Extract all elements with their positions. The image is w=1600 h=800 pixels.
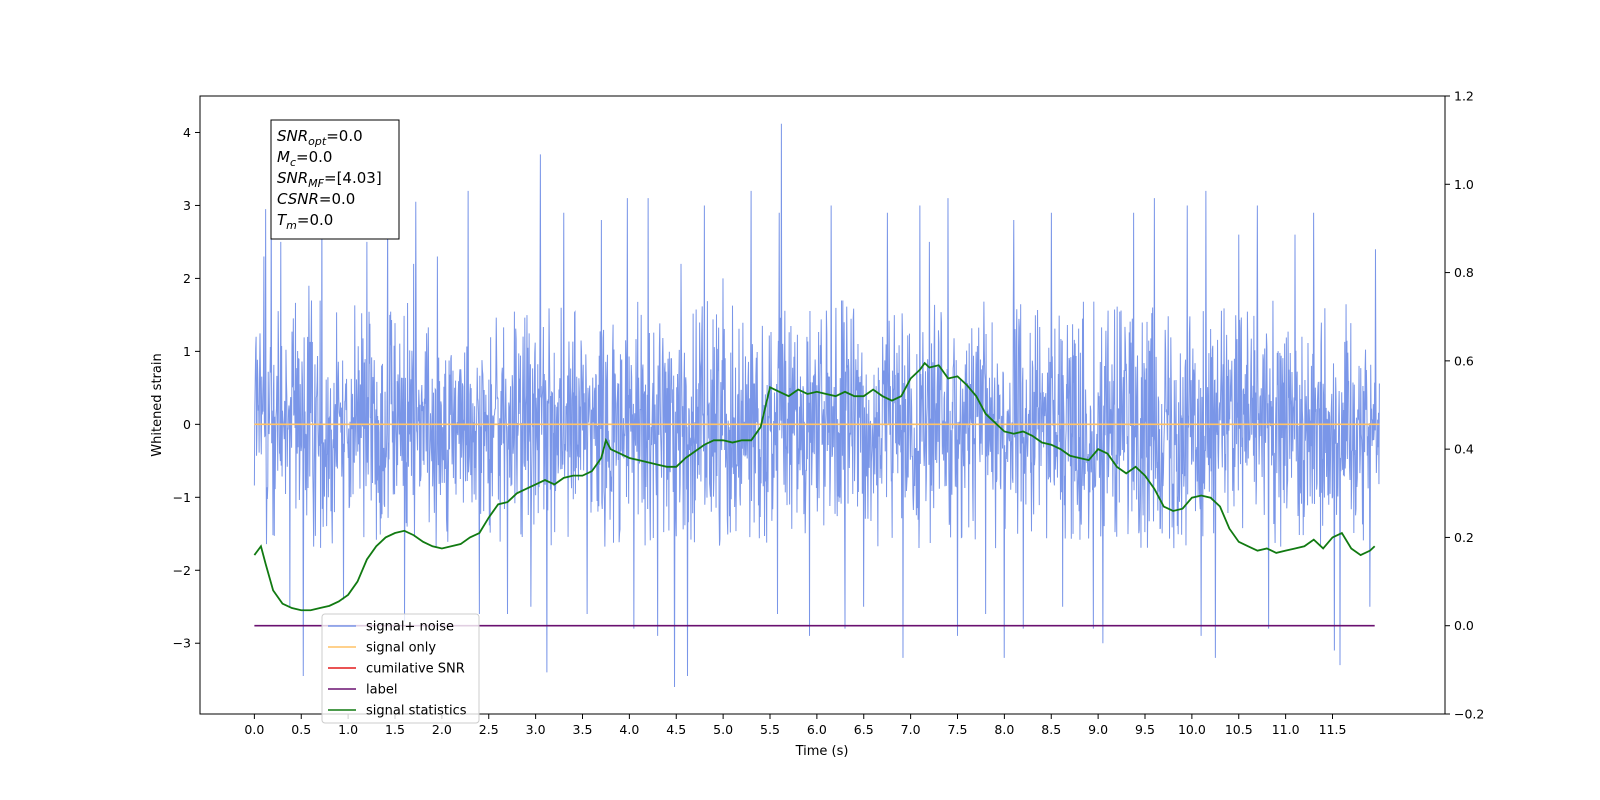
x-tick-label: 8.0 [994, 722, 1014, 737]
x-tick-label: 4.0 [619, 722, 639, 737]
legend: signal+ noise signal only cumilative SNR la… [321, 613, 480, 724]
info-subscript: c [290, 156, 296, 169]
y2-tick-label: 0.0 [1454, 618, 1474, 633]
x-tick-label: 1.0 [338, 722, 358, 737]
info-value: =0.0 [326, 127, 362, 145]
info-subscript: MF [308, 177, 324, 190]
axes-frame [199, 95, 1446, 715]
info-box-line: SNRMF=[4.03] [277, 169, 382, 190]
x-axis-label: Time (s) [795, 744, 849, 759]
y-tick-label: −2 [173, 563, 191, 578]
legend-entry-label: signal+ noise [366, 620, 454, 635]
x-tick-label: 7.5 [948, 722, 968, 737]
info-value: =0.0 [319, 190, 355, 208]
info-symbol: CSNR [277, 190, 319, 208]
info-subscript: opt [308, 135, 327, 148]
legend-entry-label: label [366, 683, 397, 698]
info-box-line: Mc=0.0 [277, 148, 332, 169]
info-value: =0.0 [296, 148, 332, 166]
y-tick-label: 0 [183, 417, 191, 432]
y-tick-label: 2 [183, 271, 191, 286]
x-tick-label: 1.5 [385, 722, 405, 737]
x-tick-label: 8.5 [1041, 722, 1061, 737]
y2-tick-label: 0.2 [1454, 530, 1474, 545]
y2-tick-label: 1.0 [1454, 177, 1474, 192]
x-tick-label: 6.0 [807, 722, 827, 737]
legend-frame [321, 613, 480, 724]
y2-axis-ticks: 1.2 1.0 0.8 0.6 0.4 0.2 0.0 −0.2 [1445, 89, 1484, 722]
legend-entry-label: signal only [366, 641, 436, 656]
legend-entry-label: cumilative SNR [366, 662, 465, 677]
y2-tick-label: 0.4 [1454, 442, 1474, 457]
x-tick-label: 6.5 [854, 722, 874, 737]
x-tick-label: 5.0 [713, 722, 733, 737]
info-box-frame [270, 119, 400, 240]
y2-tick-label: 0.8 [1454, 265, 1474, 280]
y2-tick-label: 0.6 [1454, 353, 1474, 368]
info-box-line: Tm=0.0 [277, 211, 333, 232]
y-tick-label: 4 [183, 125, 191, 140]
legend-entry-label: signal statistics [366, 704, 467, 719]
info-box-line: SNRopt=0.0 [277, 127, 363, 148]
x-tick-label: 2.0 [432, 722, 452, 737]
signal-statistics-line [253, 361, 1376, 612]
x-tick-label: 2.5 [479, 722, 499, 737]
info-value: =[4.03] [324, 169, 382, 187]
y2-tick-label: 1.2 [1454, 89, 1474, 104]
y-axis-ticks: 4 3 2 1 0 −1 −2 −3 [173, 125, 200, 651]
x-tick-label: 9.5 [1135, 722, 1155, 737]
info-box: SNRopt=0.0Mc=0.0SNRMF=[4.03]CSNR=0.0Tm=0… [270, 119, 400, 240]
x-tick-label: 0.0 [244, 722, 264, 737]
x-tick-label: 11.5 [1319, 722, 1347, 737]
x-tick-label: 4.5 [666, 722, 686, 737]
info-symbol: SNR [277, 169, 308, 187]
x-tick-label: 3.0 [526, 722, 546, 737]
x-axis-ticks: 0.0 0.5 1.0 1.5 2.0 2.5 3.0 3.5 4.0 4.5 5.0 5.5 6.0 6… [244, 714, 1346, 737]
y-tick-label: −3 [173, 636, 191, 651]
x-tick-label: 0.5 [291, 722, 311, 737]
signal-noise-line [253, 123, 1380, 688]
info-symbol: T [277, 211, 288, 229]
x-tick-label: 3.5 [573, 722, 593, 737]
info-symbol: SNR [277, 127, 308, 145]
x-tick-label: 9.0 [1088, 722, 1108, 737]
y-axis-label: Whitened strain [150, 353, 165, 456]
x-tick-label: 7.0 [901, 722, 921, 737]
info-box-line: CSNR=0.0 [277, 190, 355, 208]
info-subscript: m [286, 219, 297, 232]
x-tick-label: 10.0 [1178, 722, 1206, 737]
x-tick-label: 11.0 [1272, 722, 1300, 737]
y-tick-label: 3 [183, 198, 191, 213]
x-tick-label: 10.5 [1225, 722, 1253, 737]
info-symbol: M [277, 148, 290, 166]
y-tick-label: −1 [173, 490, 191, 505]
x-tick-label: 5.5 [760, 722, 780, 737]
y-tick-label: 1 [183, 344, 191, 359]
y2-tick-label: −0.2 [1454, 707, 1484, 722]
info-value: =0.0 [297, 211, 333, 229]
